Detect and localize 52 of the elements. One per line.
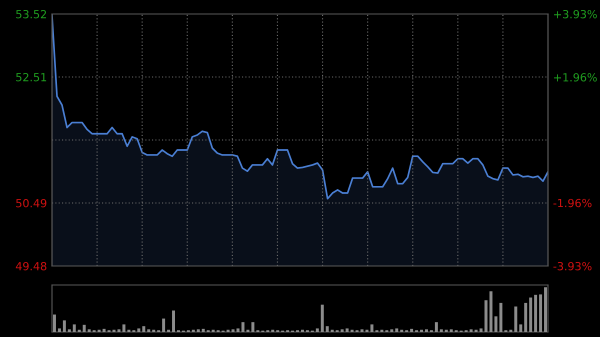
bar	[236, 328, 240, 332]
bar	[410, 328, 414, 332]
bar	[162, 318, 166, 332]
bar	[434, 322, 438, 332]
y-tick-label: 50.49	[16, 198, 46, 208]
bar	[360, 329, 364, 332]
bar	[534, 294, 538, 332]
bar	[326, 326, 329, 332]
bar	[370, 324, 374, 332]
bar	[316, 328, 319, 332]
bar	[320, 304, 324, 332]
bar	[484, 300, 488, 332]
bar	[519, 324, 522, 332]
bar	[480, 328, 483, 332]
y-tick-label: 49.48	[16, 262, 46, 270]
bar	[524, 302, 528, 332]
bar	[544, 287, 548, 332]
bar	[529, 298, 532, 332]
bar	[440, 329, 443, 332]
y-tick-label: 52.51	[16, 72, 46, 82]
bar	[499, 302, 502, 332]
bar	[241, 322, 244, 332]
bar	[88, 329, 91, 332]
bar	[172, 310, 176, 332]
bar	[494, 316, 498, 332]
bar	[395, 328, 398, 332]
bar	[52, 314, 56, 332]
bar	[58, 328, 61, 332]
bar	[346, 328, 349, 332]
bar	[117, 329, 120, 332]
bar	[102, 328, 106, 332]
bar	[539, 294, 542, 332]
bar	[72, 324, 76, 332]
y2-tick-label: -3.93%	[553, 262, 592, 270]
bar	[196, 329, 200, 332]
bar	[122, 324, 126, 332]
bar	[340, 329, 344, 332]
y-tick-label: 53.52	[16, 10, 46, 18]
bar	[202, 328, 205, 332]
bar	[147, 329, 150, 332]
bar	[489, 291, 492, 332]
y2-tick-label: +3.93%	[554, 10, 597, 18]
bar	[251, 322, 254, 332]
bar	[470, 329, 473, 332]
bar	[232, 329, 235, 332]
bar	[450, 329, 453, 332]
bar	[137, 328, 140, 332]
bar	[62, 320, 66, 332]
y2-tick-label: -1.96%	[553, 198, 592, 208]
bar	[424, 329, 428, 332]
y2-tick-label: +1.96%	[554, 73, 597, 82]
bar	[68, 329, 71, 332]
